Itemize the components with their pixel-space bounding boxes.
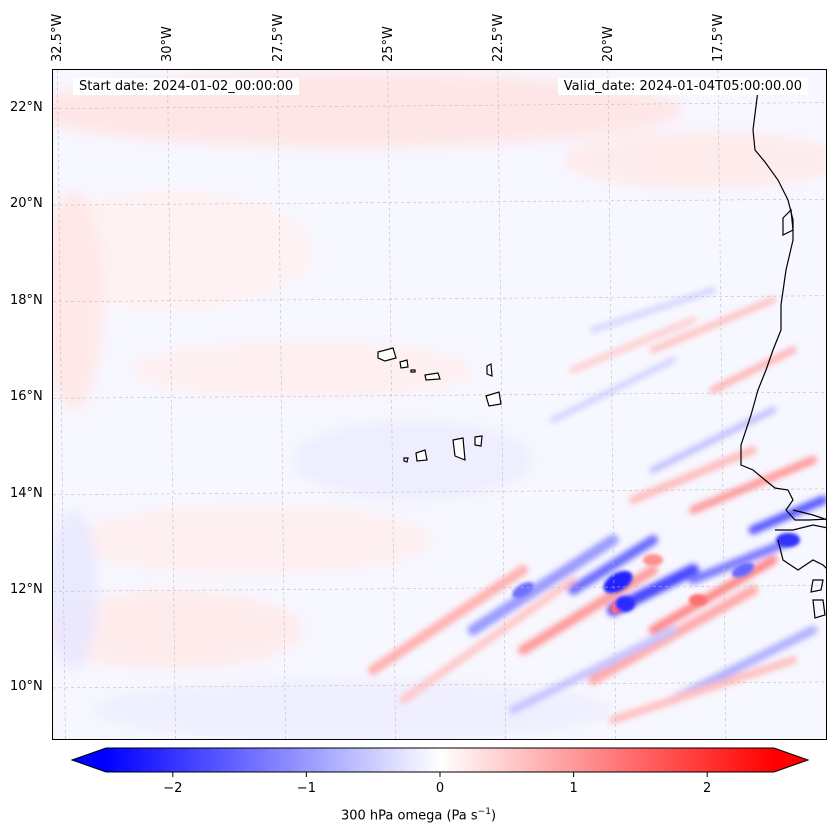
latitude-label: 16°N <box>10 389 43 405</box>
island-santiago <box>452 437 466 461</box>
island-brava <box>403 457 409 463</box>
colorbar-tick-label: 2 <box>703 781 712 796</box>
longitude-label: 30°W <box>160 26 176 62</box>
latitude-label: 20°N <box>10 196 43 212</box>
colorbar-tick-label: 0 <box>435 781 445 796</box>
longitude-label: 27.5°W <box>270 13 286 62</box>
longitude-label: 25°W <box>380 26 396 62</box>
colorbar-tick-label: −1 <box>296 781 316 796</box>
colorbar-gradient <box>106 748 774 772</box>
longitude-label: 20°W <box>600 26 616 62</box>
longitude-label: 32.5°W <box>50 13 66 62</box>
valid-date-label: Valid_date: 2024-01-04T05:00:00.00 <box>557 78 808 95</box>
omega-streaks <box>368 287 826 724</box>
colorbar-tick-label: −2 <box>163 781 183 796</box>
island-sao-vicente <box>399 359 409 369</box>
island-sal <box>486 363 493 377</box>
colorbar <box>70 747 810 777</box>
meridian-line <box>607 70 617 739</box>
meridian-line <box>497 70 507 739</box>
colorbar-label: 300 hPa omega (Pa s−1) <box>340 807 497 824</box>
omega-field-map <box>53 70 826 739</box>
island-santa-luzia <box>410 369 416 373</box>
coastline <box>740 89 826 619</box>
colorbar-min-extension <box>72 748 106 772</box>
colorbar-outline <box>70 747 810 773</box>
gridlines <box>53 70 826 739</box>
latitude-label: 10°N <box>10 678 43 694</box>
latitude-label: 22°N <box>10 99 43 115</box>
longitude-label: 17.5°W <box>710 13 726 62</box>
colorbar-max-extension <box>774 748 808 772</box>
meridian-line <box>57 70 66 739</box>
island-boa-vista <box>485 391 502 407</box>
latitude-label: 18°N <box>10 292 43 308</box>
meridian-line <box>167 70 176 739</box>
longitude-label: 22.5°W <box>490 13 506 62</box>
island-maio <box>474 435 483 447</box>
meridian-line <box>717 70 727 739</box>
latitude-label: 12°N <box>10 582 43 598</box>
omega-background-patches <box>53 70 826 739</box>
latitude-label: 14°N <box>10 485 43 501</box>
island-santo-antao <box>377 347 397 362</box>
start-date-label: Start date: 2024-01-02_00:00:00 <box>73 78 300 95</box>
meridian-line <box>277 70 286 739</box>
islands <box>377 347 502 463</box>
island-fogo <box>415 449 428 462</box>
colorbar-ticks <box>172 772 708 777</box>
colorbar-tick-label: 1 <box>569 781 578 796</box>
map-panel: Start date: 2024-01-02_00:00:00 Valid_da… <box>52 69 827 740</box>
island-sao-nicolau <box>424 372 441 381</box>
omega-cells <box>512 533 800 614</box>
meridian-line <box>387 70 396 739</box>
